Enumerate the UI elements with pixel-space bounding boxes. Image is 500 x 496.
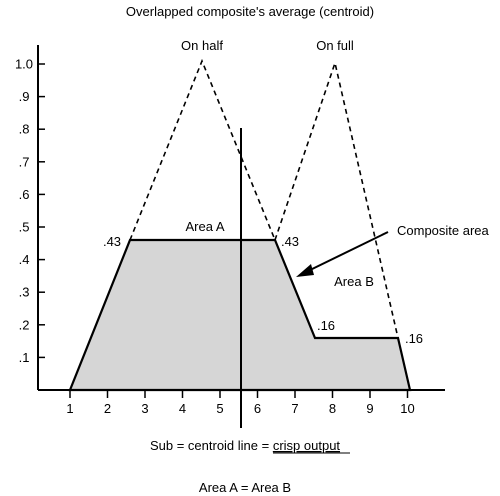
area-a-label: Area A bbox=[185, 219, 224, 234]
x-tick-label: 5 bbox=[216, 401, 223, 416]
level-label-left-43: .43 bbox=[103, 234, 121, 249]
y-tick-label: .1 bbox=[19, 350, 30, 365]
y-tick-label: .6 bbox=[19, 187, 30, 202]
x-axis-ticks: 1 2 3 4 5 6 7 8 9 10 bbox=[66, 390, 415, 416]
composite-area-arrow-line bbox=[305, 231, 389, 273]
x-tick-label: 9 bbox=[366, 401, 373, 416]
x-tick-label: 7 bbox=[291, 401, 298, 416]
x-tick-label: 1 bbox=[66, 401, 73, 416]
on-half-label: On half bbox=[181, 38, 223, 53]
on-full-label: On full bbox=[316, 38, 354, 53]
diagram-title: Overlapped composite's average (centroid… bbox=[126, 4, 374, 19]
y-tick-label: .3 bbox=[19, 285, 30, 300]
x-tick-label: 2 bbox=[104, 401, 111, 416]
y-tick-label: .8 bbox=[19, 122, 30, 137]
area-b-label: Area B bbox=[334, 274, 374, 289]
y-tick-label: .5 bbox=[19, 220, 30, 235]
level-label-right-43: .43 bbox=[281, 234, 299, 249]
y-tick-label: 1.0 bbox=[15, 57, 33, 72]
y-tick-label: .9 bbox=[19, 89, 30, 104]
x-tick-label: 8 bbox=[329, 401, 336, 416]
level-label-right-16: .16 bbox=[405, 331, 423, 346]
y-tick-label: .2 bbox=[19, 317, 30, 332]
y-tick-label: .7 bbox=[19, 154, 30, 169]
x-tick-label: 10 bbox=[400, 401, 414, 416]
caption-prefix: Sub = centroid line = bbox=[150, 438, 273, 453]
y-tick-label: .4 bbox=[19, 252, 30, 267]
level-label-left-16: .16 bbox=[317, 318, 335, 333]
composite-area-label: Composite area bbox=[397, 223, 490, 238]
composite-area-arrowhead bbox=[296, 264, 314, 277]
x-tick-label: 4 bbox=[179, 401, 186, 416]
caption-crisp-output: crisp output bbox=[273, 438, 341, 453]
y-axis-ticks: .1 .2 .3 .4 .5 .6 .7 .8 .9 1.0 bbox=[15, 57, 45, 365]
x-tick-label: 6 bbox=[254, 401, 261, 416]
on-half-triangle bbox=[129, 58, 276, 241]
x-tick-label: 3 bbox=[141, 401, 148, 416]
caption: Sub = centroid line = crisp output bbox=[150, 438, 340, 453]
footer-equation: Area A = Area B bbox=[199, 480, 291, 495]
